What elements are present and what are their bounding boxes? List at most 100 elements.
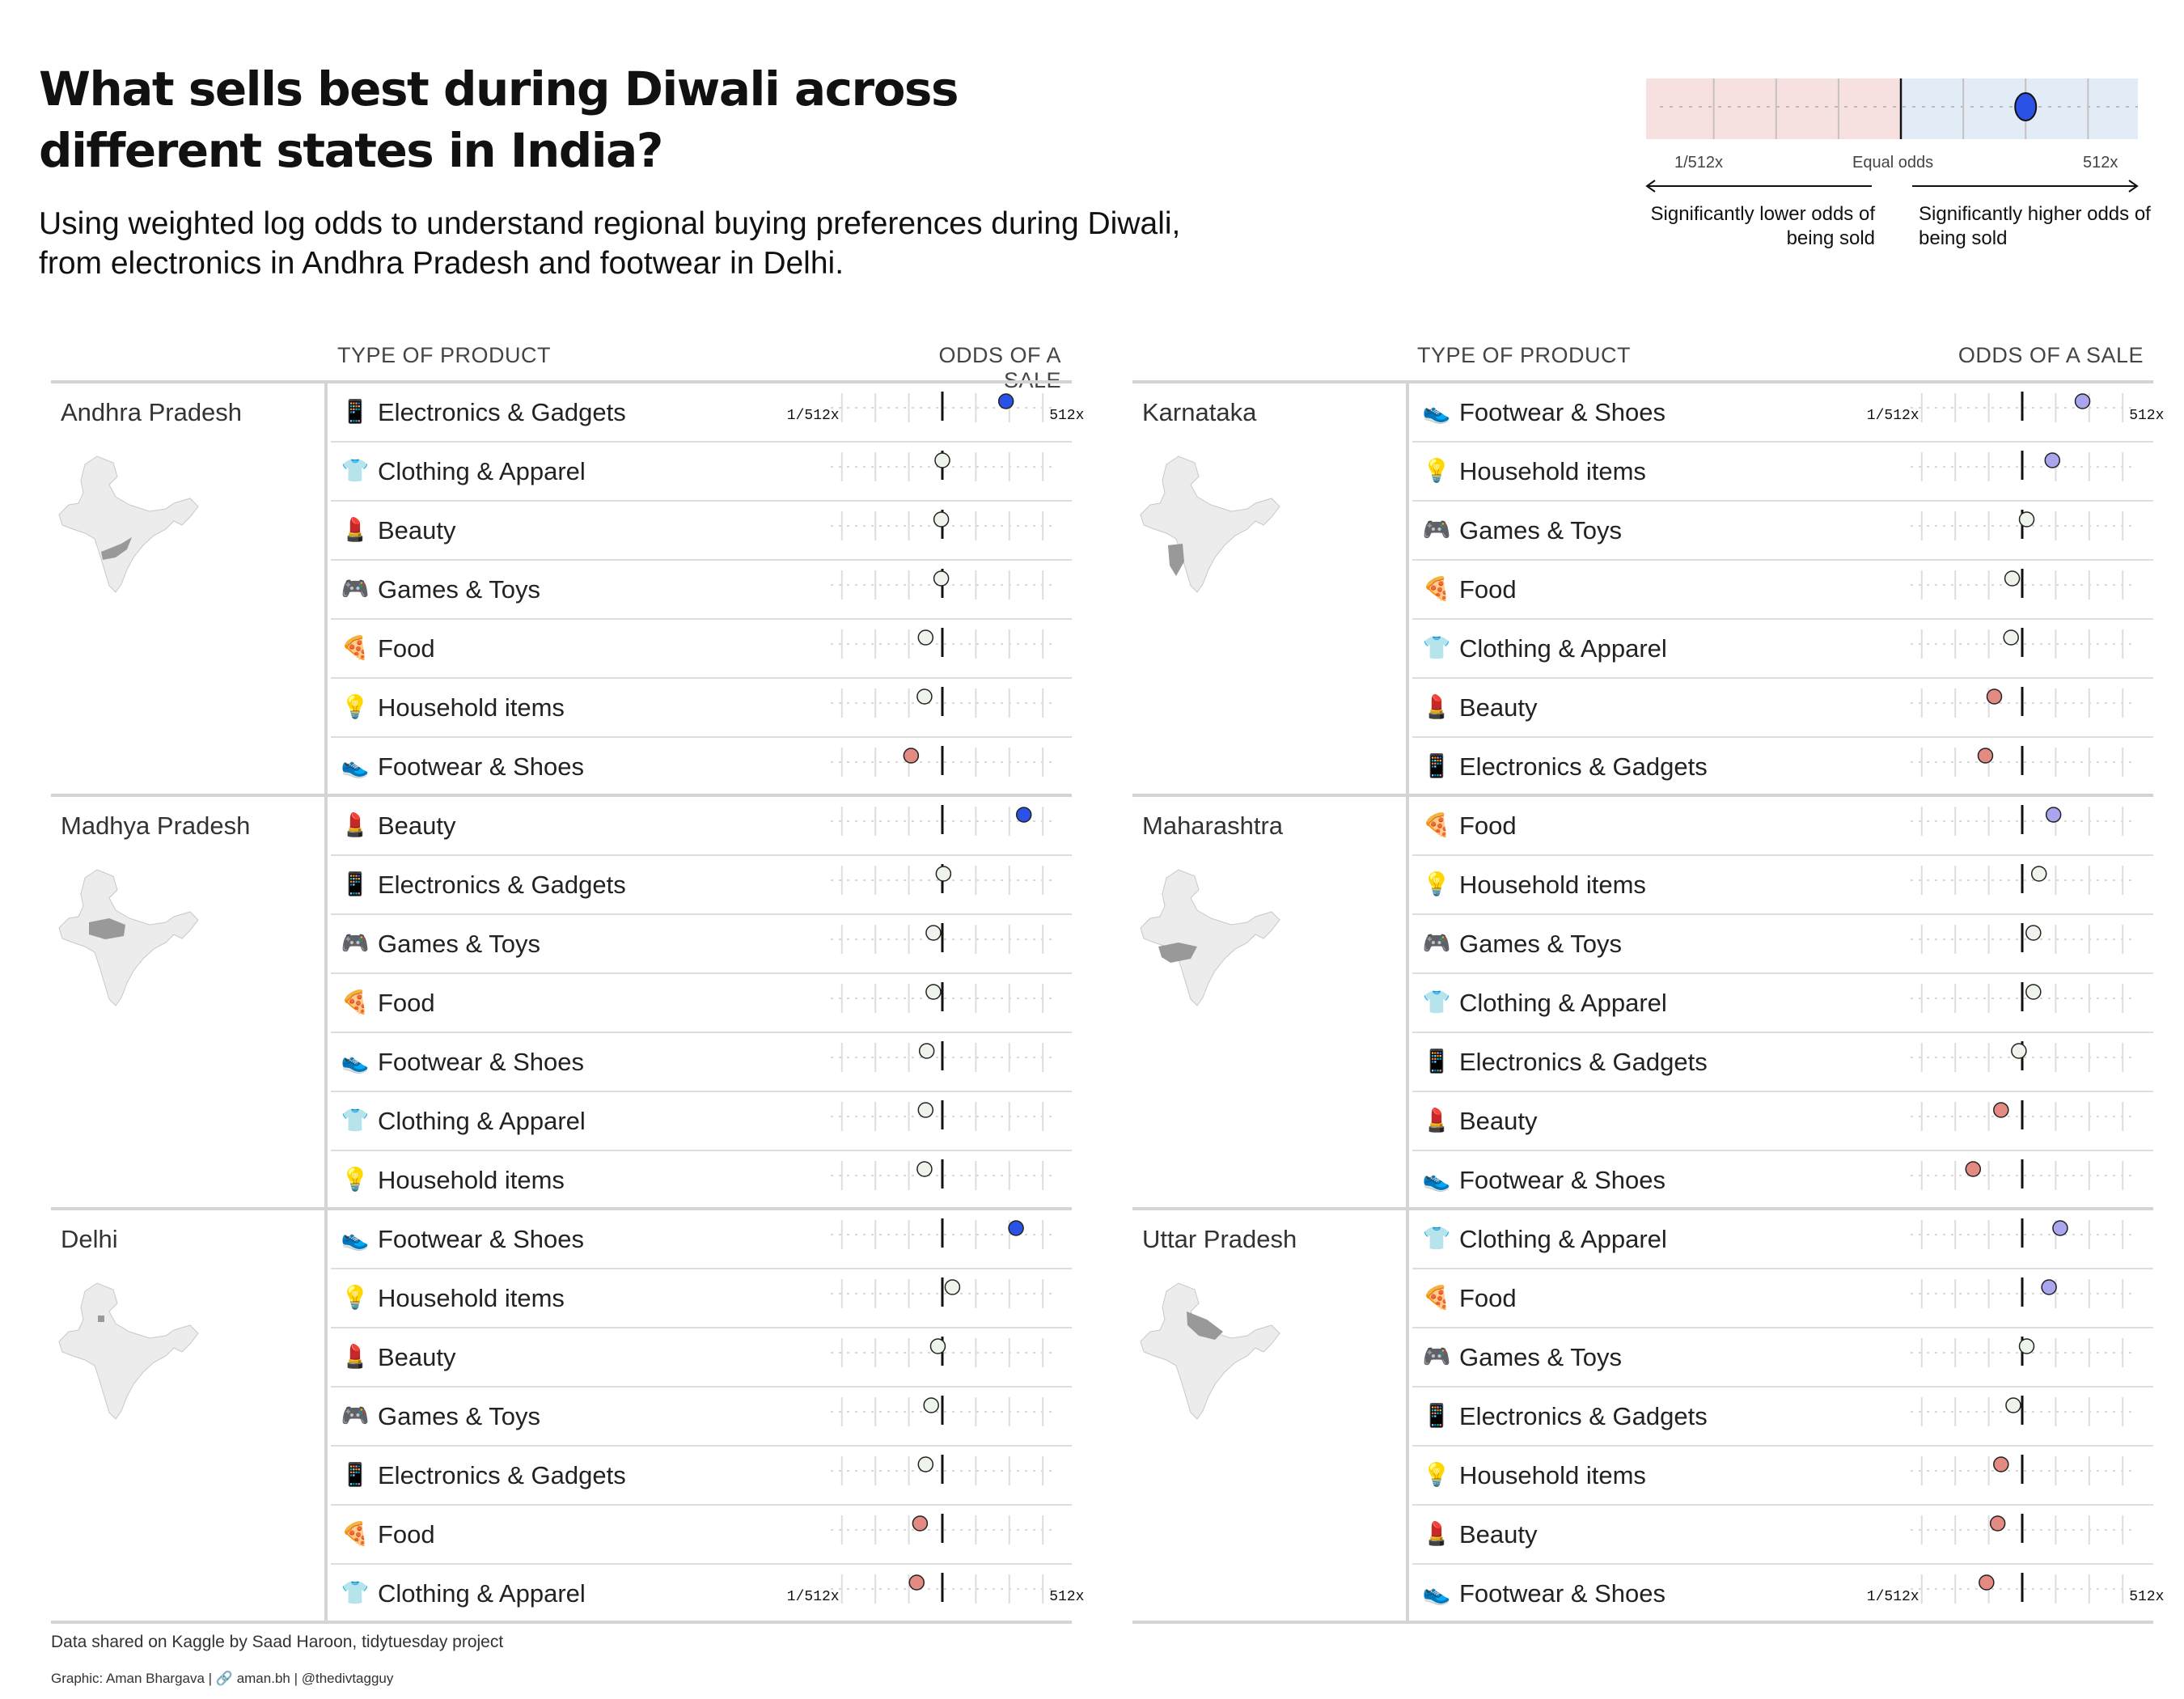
product-row: 🍕 Food [331,620,1072,679]
product-row: 👟 Footwear & Shoes [331,1210,1072,1269]
legend-lower-note: Significantly lower odds of being sold [1650,203,1875,249]
product-icon: 💄 [341,1344,370,1369]
product-row: 💄 Beauty [331,502,1072,561]
product-icon: 💄 [1422,1108,1451,1133]
product-label: Clothing & Apparel [1459,989,1667,1017]
product-row: 💄 Beauty [331,797,1072,856]
product-label: Clothing & Apparel [378,1107,586,1135]
odds-axis [831,1337,1054,1367]
odds-axis [831,805,1054,836]
axis-min-label: 1/512x [1866,1589,1919,1605]
odds-dot [934,452,950,468]
odds-dot [2044,452,2061,468]
product-row: 🍕 Food [1412,561,2153,620]
state-block: Andhra Pradesh 📱 Electronics & Gadgets 1/51… [51,380,1084,797]
odds-dot [908,1574,925,1591]
product-row: 💡 Household items [331,679,1072,738]
product-icon: 🍕 [341,989,370,1015]
odds-axis [1911,1396,2134,1426]
product-icon: 🍕 [341,635,370,660]
product-row: 💄 Beauty [1412,1506,2153,1565]
odds-dot [925,984,942,1000]
product-icon: 👟 [1422,399,1451,424]
legend-arrows [1645,180,2139,193]
odds-axis [831,864,1054,895]
odds-axis [1911,982,2134,1013]
product-row: 👟 Footwear & Shoes 1/512x 512x [1412,1565,2164,1624]
product-label: Electronics & Gadgets [1459,752,1708,781]
legend-max-label: 512x [2083,154,2118,172]
odds-dot [1977,748,1994,764]
chart-subtitle: Using weighted log odds to understand re… [39,206,1181,281]
state-name: Karnataka [1142,398,1257,426]
odds-axis [831,1514,1054,1544]
odds-axis [831,628,1054,659]
product-icon: 🍕 [1422,812,1451,837]
product-row: 🍕 Food [1412,1269,2153,1328]
state-name: Maharashtra [1142,811,1284,840]
product-row: 👕 Clothing & Apparel [331,443,1072,502]
product-label: Clothing & Apparel [378,1579,586,1608]
odds-axis [1911,1041,2134,1072]
product-icon: 🎮 [341,576,370,601]
odds-dot [916,1161,933,1177]
product-icon: 💡 [341,694,370,719]
axis-max-label: 512x [1049,1589,1085,1605]
product-label: Food [378,634,435,663]
odds-dot [1008,1220,1024,1236]
product-row: 🎮 Games & Toys [1412,1328,2153,1388]
product-label: Footwear & Shoes [1459,1166,1666,1194]
product-icon: 👟 [341,1049,370,1074]
odds-dot [2004,570,2021,587]
state-column: Uttar Pradesh [1132,1210,1409,1621]
legend-higher-note: Significantly higher odds of being sold [1919,203,2151,249]
odds-axis [1911,1218,2134,1249]
header-odds-right: ODDS OF A SALE [1958,343,2144,367]
product-row: 📱 Electronics & Gadgets [1412,738,2153,797]
odds-axis [1911,451,2134,481]
state-highlight [1158,943,1197,963]
product-row: 👟 Footwear & Shoes [331,738,1072,797]
odds-dot [912,1515,929,1532]
odds-axis [1911,628,2134,659]
product-label: Food [1459,811,1517,840]
product-label: Household items [1459,1461,1646,1489]
product-label: Household items [1459,457,1646,485]
product-row: 💡 Household items [1412,443,2153,502]
india-map [1140,869,1280,1006]
product-icon: 👕 [341,1108,370,1133]
odds-dot [917,1456,934,1472]
axis-max-label: 512x [2129,408,2165,424]
product-row: 📱 Electronics & Gadgets [1412,1388,2153,1447]
odds-dot [916,688,933,705]
odds-axis [1911,1573,2134,1604]
product-label: Food [378,989,435,1017]
product-label: Clothing & Apparel [1459,1225,1667,1253]
product-label: Household items [378,1284,565,1312]
product-row: 📱 Electronics & Gadgets [1412,1033,2153,1092]
axis-max-label: 512x [1049,408,1085,424]
footer-source: Data shared on Kaggle by Saad Haroon, ti… [51,1633,504,1651]
odds-axis [1911,1277,2134,1308]
odds-axis [831,1041,1054,1072]
odds-axis [831,1100,1054,1131]
legend-min-label: 1/512x [1674,154,1724,172]
odds-axis [1911,1455,2134,1485]
odds-dot [929,1338,946,1354]
product-row: 🎮 Games & Toys [1412,502,2153,561]
product-icon: 💡 [341,1167,370,1192]
product-label: Food [1459,1284,1517,1312]
state-name: Delhi [61,1225,118,1253]
product-label: Household items [1459,871,1646,899]
product-label: Electronics & Gadgets [378,871,626,899]
product-label: Footwear & Shoes [378,752,585,781]
chart-title: What sells best during Diwali across dif… [39,61,959,178]
odds-axis [831,1396,1054,1426]
product-row: 🍕 Food [331,974,1072,1033]
odds-dot [933,511,950,527]
product-row: 🍕 Food [1412,797,2153,856]
product-row: 📱 Electronics & Gadgets 1/512x 512x [331,383,1084,443]
odds-axis [831,923,1054,954]
product-icon: 👟 [1422,1167,1451,1192]
product-row: 👟 Footwear & Shoes [331,1033,1072,1092]
